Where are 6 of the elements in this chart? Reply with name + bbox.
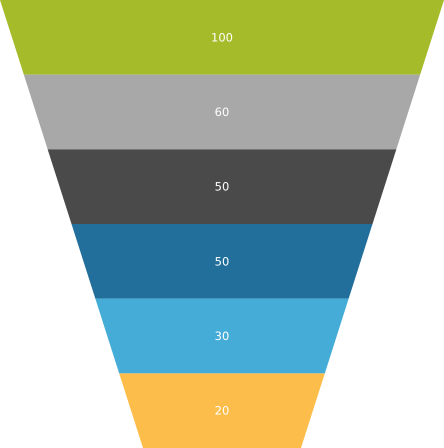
data-label: 50 — [214, 254, 230, 268]
data-label: 60 — [214, 105, 230, 119]
data-label: 100 — [211, 30, 233, 44]
data-label: 50 — [214, 180, 230, 194]
data-label: 20 — [214, 404, 230, 418]
data-label: 30 — [214, 329, 230, 343]
